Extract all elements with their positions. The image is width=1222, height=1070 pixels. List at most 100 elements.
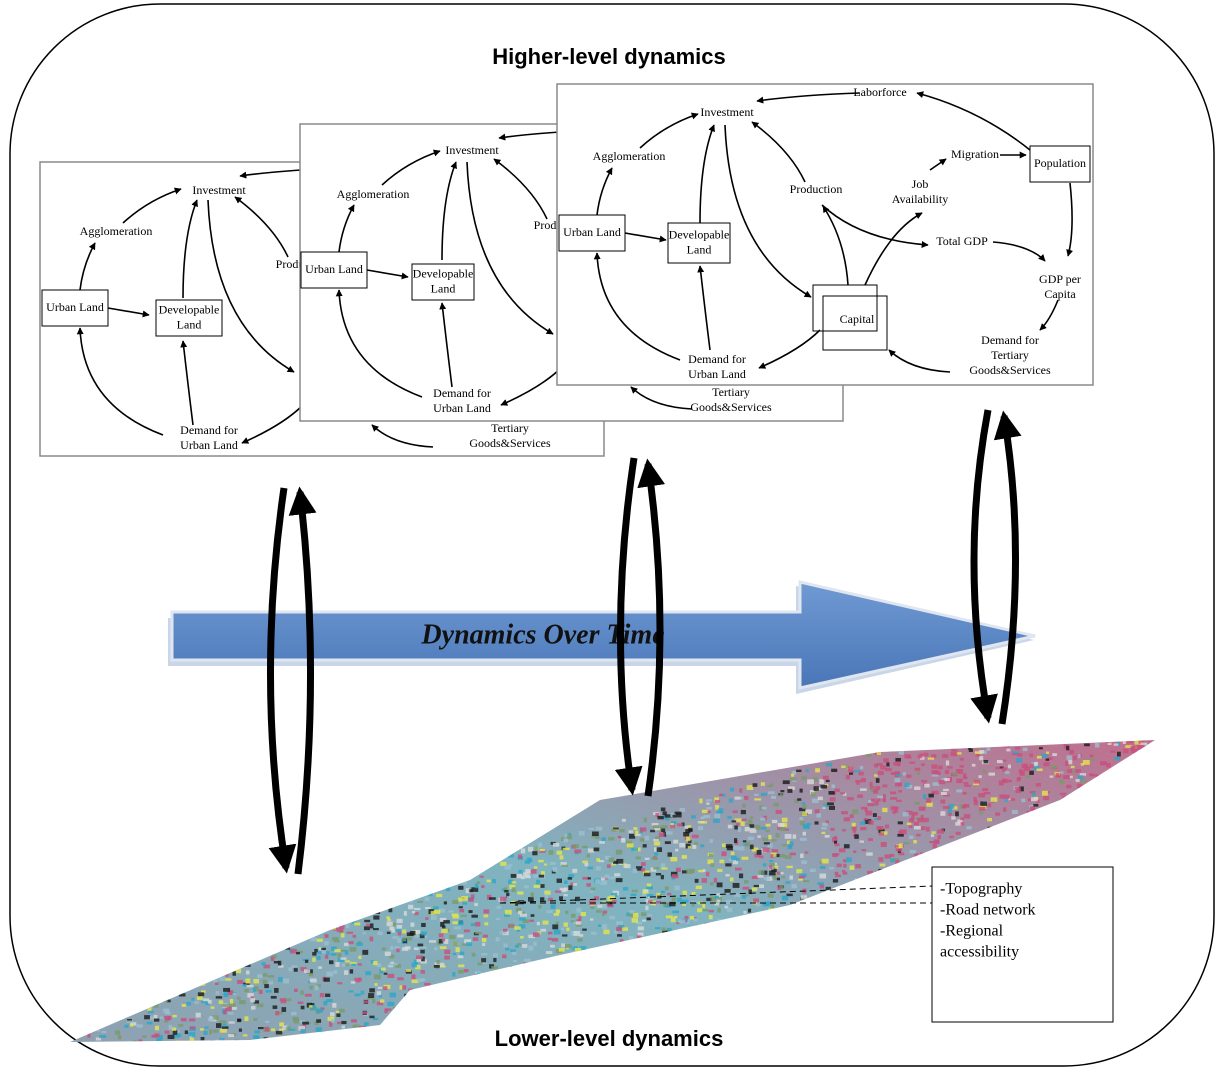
terrain-pixel <box>878 816 882 820</box>
terrain-pixel <box>754 794 759 796</box>
terrain-pixel <box>780 793 783 796</box>
node-label: Demand for <box>981 333 1039 347</box>
terrain-pixel <box>190 1026 196 1029</box>
terrain-pixel <box>912 812 918 816</box>
terrain-pixel <box>655 828 661 830</box>
terrain-pixel <box>852 809 858 814</box>
terrain-pixel <box>219 1000 223 1004</box>
terrain-pixel <box>363 932 366 934</box>
terrain-pixel <box>215 982 219 985</box>
terrain-pixel <box>782 844 786 846</box>
terrain-pixel <box>812 799 819 804</box>
terrain-pixel <box>416 955 423 959</box>
terrain-pixel <box>425 897 430 901</box>
terrain-pixel <box>387 932 391 934</box>
terrain-pixel <box>725 863 731 866</box>
terrain-pixel <box>584 863 588 866</box>
terrain-pixel <box>310 938 317 942</box>
terrain-pixel <box>753 783 758 787</box>
terrain-pixel <box>541 929 547 932</box>
terrain-pixel <box>654 852 658 855</box>
terrain-pixel <box>711 863 715 867</box>
terrain-pixel <box>878 857 883 861</box>
terrain-pixel <box>345 960 350 962</box>
terrain-pixel <box>868 820 873 824</box>
terrain-pixel <box>464 930 470 933</box>
terrain-pixel <box>524 885 529 888</box>
terrain-pixel <box>910 850 917 853</box>
terrain-pixel <box>621 927 628 931</box>
terrain-pixel <box>951 752 958 756</box>
terrain-pixel <box>548 898 553 901</box>
terrain-pixel <box>631 894 637 896</box>
terrain-pixel <box>512 887 516 892</box>
terrain-pixel <box>273 1005 278 1009</box>
terrain-pixel <box>906 775 911 778</box>
terrain-pixel <box>801 860 807 864</box>
terrain-pixel <box>370 923 373 928</box>
terrain-pixel <box>574 849 581 853</box>
terrain-pixel <box>296 952 300 954</box>
terrain-pixel <box>903 842 909 844</box>
terrain-pixel <box>895 845 899 847</box>
terrain-pixel <box>358 978 361 982</box>
terrain-pixel <box>1060 793 1066 796</box>
terrain-pixel <box>764 842 770 844</box>
terrain-pixel <box>672 897 676 902</box>
node-label: Capital <box>840 312 875 326</box>
terrain-pixel <box>860 841 864 843</box>
terrain-pixel <box>1114 743 1119 745</box>
terrain-pixel <box>263 980 268 985</box>
terrain-pixel <box>854 834 859 838</box>
terrain-pixel <box>635 831 638 835</box>
terrain-pixel <box>410 931 416 935</box>
terrain-pixel <box>484 922 488 925</box>
terrain-pixel <box>251 1006 255 1010</box>
terrain-pixel <box>641 912 646 916</box>
terrain-pixel <box>770 854 773 858</box>
terrain-pixel <box>956 832 961 835</box>
terrain-pixel <box>762 838 768 841</box>
terrain-pixel <box>881 842 887 847</box>
terrain-pixel <box>130 1024 133 1027</box>
terrain-pixel <box>678 919 685 923</box>
terrain-pixel <box>318 966 322 969</box>
terrain-pixel <box>233 993 237 995</box>
terrain-pixel <box>940 811 945 816</box>
terrain-pixel <box>209 1029 212 1034</box>
terrain-pixel <box>203 1031 207 1035</box>
terrain-pixel <box>383 986 387 990</box>
terrain-pixel <box>76 1062 80 1067</box>
terrain-pixel <box>820 866 826 869</box>
terrain-pixel <box>659 832 665 836</box>
terrain-pixel <box>505 948 509 950</box>
terrain-pixel <box>245 978 250 983</box>
terrain-pixel <box>740 797 743 799</box>
terrain-pixel <box>655 927 660 929</box>
terrain-pixel <box>608 837 614 840</box>
terrain-pixel <box>579 934 583 937</box>
terrain-pixel <box>177 1034 181 1037</box>
terrain-pixel <box>800 838 807 841</box>
terrain-pixel <box>281 1000 287 1003</box>
node-label: Urban Land <box>180 438 238 452</box>
terrain-pixel <box>919 807 926 811</box>
terrain-pixel <box>692 845 696 849</box>
terrain-pixel <box>528 847 533 852</box>
terrain-pixel <box>483 909 489 913</box>
terrain-pixel <box>314 949 317 952</box>
node-label: Migration <box>951 147 999 161</box>
terrain-pixel <box>443 920 450 923</box>
terrain-pixel <box>979 775 982 778</box>
terrain-pixel <box>458 970 463 973</box>
terrain-pixel <box>70 1065 76 1068</box>
terrain-pixel <box>216 996 222 998</box>
terrain-pixel <box>237 980 243 984</box>
terrain-pixel <box>638 926 644 930</box>
terrain-pixel <box>679 808 685 812</box>
terrain-pixel <box>727 846 733 850</box>
terrain-pixel <box>817 882 824 885</box>
terrain-pixel <box>1056 773 1060 776</box>
terrain-pixel <box>706 802 709 804</box>
terrain-pixel <box>722 843 726 847</box>
